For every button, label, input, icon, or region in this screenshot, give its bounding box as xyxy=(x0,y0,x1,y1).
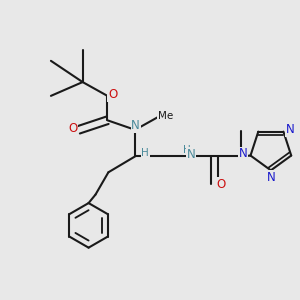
Text: O: O xyxy=(216,178,226,191)
Text: H: H xyxy=(141,148,149,158)
Text: N: N xyxy=(267,171,276,184)
Text: O: O xyxy=(108,88,117,101)
Text: N: N xyxy=(286,123,295,136)
Text: N: N xyxy=(131,119,140,132)
Text: N: N xyxy=(187,148,196,161)
Text: O: O xyxy=(68,122,77,135)
Text: H: H xyxy=(183,145,191,155)
Text: N: N xyxy=(239,147,248,160)
Text: Me: Me xyxy=(158,111,173,121)
